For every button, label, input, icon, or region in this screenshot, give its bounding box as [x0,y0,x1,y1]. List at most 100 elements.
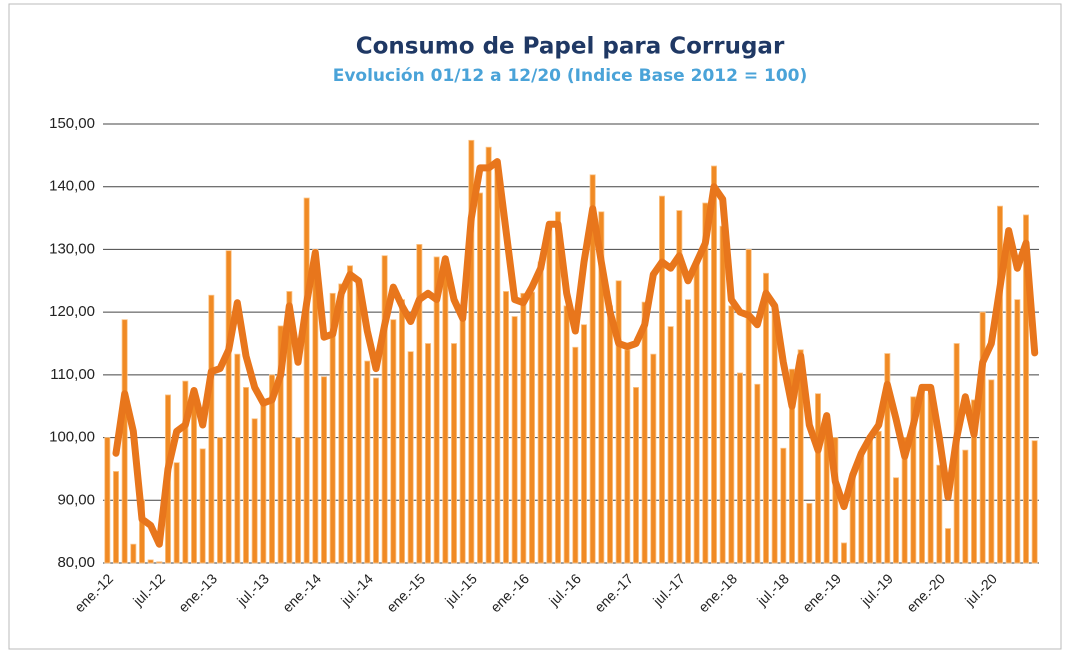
line [112,158,1039,548]
bar [121,319,128,564]
bar [390,319,397,564]
bar [537,261,544,564]
bar [485,146,492,564]
bar [598,211,605,564]
bar [693,261,700,564]
bar [919,385,926,564]
bar [563,305,570,564]
bar [945,528,952,564]
bar [182,380,189,564]
bar [190,393,197,564]
y-tick-label: 80,00 [57,554,95,571]
bar [104,437,111,564]
bar [1005,242,1012,564]
bar [659,195,666,564]
bar [771,305,778,564]
bar [624,349,631,564]
bar [875,430,882,564]
y-tick-label: 130,00 [49,240,95,257]
bar [589,174,596,564]
bar [450,343,457,564]
bar [1014,299,1021,564]
bar [901,437,908,564]
bar [685,299,692,564]
bar [763,272,770,564]
bar [997,205,1004,564]
bar [971,399,978,564]
bar [745,249,752,564]
bar [398,299,405,564]
y-tick-label: 90,00 [57,491,95,508]
bar [294,437,301,564]
bar [476,192,483,564]
bar [988,379,995,564]
bar [234,353,241,564]
bar [286,291,293,564]
bar [806,503,813,564]
bar [676,210,683,564]
bar [208,294,215,564]
bar [442,256,449,564]
bar [468,139,475,564]
bar [173,462,180,564]
bar [841,542,848,564]
bar [737,372,744,564]
bar [650,353,657,564]
bar [607,305,614,564]
bar [719,225,726,564]
bar [1031,440,1038,564]
bar [815,393,822,564]
bar [667,326,674,564]
bar [962,449,969,564]
bar [433,256,440,564]
bar [251,418,258,564]
bar [893,477,900,564]
bar [277,325,284,564]
bar [633,386,640,564]
bar [546,228,553,564]
y-tick-label: 150,00 [49,115,95,132]
bar [407,351,414,564]
bar [754,383,761,564]
bar [216,437,223,564]
bar [329,292,336,564]
bar [364,360,371,564]
bar [372,377,379,564]
bar [615,280,622,564]
bar [572,346,579,564]
y-tick-label: 140,00 [49,178,95,195]
bar [320,376,327,564]
bar [780,447,787,564]
bar [156,561,163,564]
bar [711,165,718,564]
y-tick-label: 100,00 [49,429,95,446]
y-tick-label: 110,00 [50,366,95,383]
bar [355,280,362,564]
bar [459,305,466,564]
bar [268,374,275,564]
bar [910,396,917,564]
bar [979,311,986,564]
bar [529,291,536,564]
bar [867,435,874,564]
bar [502,291,509,564]
bar [1023,214,1030,564]
bar [303,197,310,564]
bar [555,211,562,564]
bar [494,161,501,564]
bar [225,250,232,564]
bar [581,324,588,564]
bar [242,386,249,564]
bar [338,283,345,564]
bar [858,455,865,564]
bar [641,301,648,564]
bar [520,292,527,564]
bar [381,255,388,564]
bar [113,471,120,564]
bar [416,244,423,564]
bar [884,353,891,564]
chart-title: Consumo de Papel para Corrugar [356,34,785,60]
bar [147,559,154,564]
